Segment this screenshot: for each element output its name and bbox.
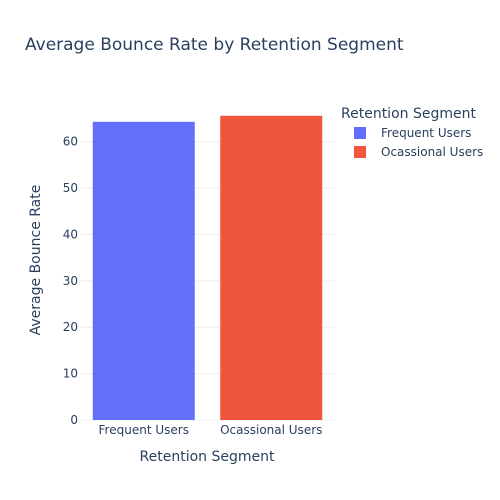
- y-tick-label: 30: [63, 274, 78, 288]
- bar-frequent-users: [92, 121, 195, 420]
- x-tick-label: Frequent Users: [99, 423, 189, 437]
- legend-label: Ocassional Users: [381, 145, 483, 159]
- y-axis-ticks: 0 10 20 30 40 50 60: [63, 135, 78, 427]
- y-tick-label: 0: [70, 413, 78, 427]
- legend: Retention Segment Frequent Users Ocassion…: [341, 106, 483, 159]
- x-axis-ticks: Frequent Users Ocassional Users: [99, 423, 323, 437]
- y-tick-label: 40: [63, 227, 78, 241]
- y-tick-label: 60: [63, 135, 78, 149]
- y-tick-label: 10: [63, 367, 78, 381]
- chart-title: Average Bounce Rate by Retention Segment: [25, 35, 404, 55]
- legend-swatch: [354, 127, 366, 139]
- bars: [92, 115, 323, 420]
- legend-title: Retention Segment: [341, 106, 476, 122]
- y-axis-title: Average Bounce Rate: [28, 185, 44, 336]
- y-tick-label: 50: [63, 181, 78, 195]
- legend-swatch: [354, 146, 366, 158]
- x-tick-label: Ocassional Users: [220, 423, 322, 437]
- y-tick-label: 20: [63, 320, 78, 334]
- bar-ocassional-users: [220, 115, 323, 420]
- legend-label: Frequent Users: [381, 126, 471, 140]
- x-axis-title: Retention Segment: [140, 449, 275, 465]
